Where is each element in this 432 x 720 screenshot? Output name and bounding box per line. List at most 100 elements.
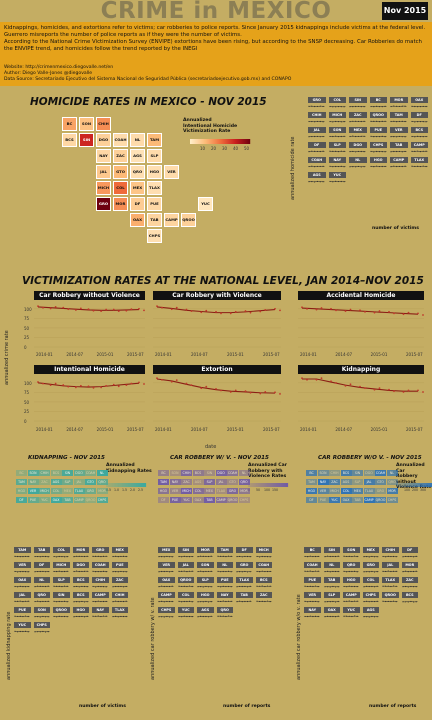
sm-point bbox=[191, 601, 193, 603]
sm-point bbox=[365, 555, 367, 558]
sm-point bbox=[263, 585, 266, 588]
sm-point bbox=[322, 135, 324, 138]
sm-point bbox=[328, 120, 331, 123]
bottom-state-tile: VER bbox=[317, 488, 329, 494]
legend-swatch bbox=[135, 483, 137, 487]
bottom-legend-bar bbox=[106, 483, 147, 487]
sm-point bbox=[78, 615, 80, 618]
sm-point bbox=[188, 585, 190, 587]
sm-label-tab: TAB bbox=[390, 142, 408, 148]
legend-swatch bbox=[283, 483, 285, 487]
data-point bbox=[407, 311, 410, 314]
sm-point bbox=[304, 555, 306, 558]
data-point bbox=[190, 310, 193, 313]
sm-point bbox=[337, 165, 339, 168]
sm-point bbox=[334, 180, 336, 182]
sm-panel-jal bbox=[382, 570, 398, 573]
data-point bbox=[234, 310, 237, 313]
sm-point bbox=[404, 601, 406, 603]
bottom-state-tile: YUC bbox=[181, 497, 192, 503]
bottom-legend-tick: 1.5 bbox=[122, 488, 128, 492]
legend-swatch bbox=[406, 483, 408, 487]
sm-point bbox=[307, 601, 309, 603]
bottom-state-tile: YUC bbox=[39, 497, 50, 503]
sm-point bbox=[385, 585, 387, 587]
sm-point bbox=[111, 615, 114, 618]
data-point bbox=[100, 310, 103, 313]
legend-swatch bbox=[192, 139, 194, 144]
data-point bbox=[393, 312, 395, 315]
bottom-state-tile: HGO bbox=[306, 488, 317, 494]
sm-point bbox=[100, 555, 102, 558]
sm-point bbox=[407, 601, 409, 603]
legend-swatch bbox=[215, 139, 217, 144]
legend-swatch bbox=[278, 483, 280, 487]
sm-point bbox=[311, 165, 313, 167]
sm-point bbox=[356, 600, 358, 602]
sm-point bbox=[404, 150, 406, 153]
sm-point bbox=[329, 571, 331, 573]
sm-point bbox=[114, 585, 116, 588]
sm-panel-chih bbox=[111, 600, 128, 603]
legend-swatch bbox=[204, 139, 206, 144]
sm-point bbox=[180, 601, 182, 603]
sm-panel-df bbox=[410, 120, 428, 123]
sm-panel-slp bbox=[328, 150, 346, 153]
sm-point bbox=[22, 585, 24, 588]
bottom-state-tile: COL bbox=[192, 488, 204, 494]
sm-point bbox=[346, 600, 348, 602]
data-point bbox=[156, 377, 158, 380]
sm-panel-tam bbox=[390, 120, 407, 123]
intro-paragraph-2: According to the National Crime Victimiz… bbox=[4, 39, 422, 53]
sm-point bbox=[401, 105, 403, 107]
state-tile-hgo: HGO bbox=[147, 165, 162, 179]
website-link[interactable]: Website: http://crimenmexico.diegovalle.… bbox=[4, 65, 114, 70]
sm-point bbox=[161, 585, 163, 587]
sm-point bbox=[349, 166, 351, 168]
sm-panel-chih bbox=[308, 120, 325, 123]
x-tick-label: 2014-01 bbox=[36, 427, 53, 432]
sm-point bbox=[191, 615, 193, 618]
x-tick-label: 2014-07 bbox=[66, 352, 84, 357]
sm-point bbox=[329, 555, 331, 558]
sm-point bbox=[337, 180, 339, 183]
sm-point bbox=[340, 165, 342, 167]
bottom-legend-tick: 2.0 bbox=[130, 488, 136, 492]
sm-point bbox=[370, 600, 373, 603]
sm-point bbox=[326, 586, 328, 588]
sm-point bbox=[382, 555, 384, 558]
sm-point bbox=[53, 585, 55, 587]
sm-point bbox=[395, 556, 397, 558]
sm-point bbox=[219, 600, 221, 603]
legend-swatch bbox=[271, 483, 273, 487]
sm-point bbox=[27, 571, 29, 573]
legend-swatch bbox=[266, 483, 268, 487]
bottom-map-title-1: CAR ROBBERY W/ V. - NOV 2015 bbox=[170, 455, 269, 461]
sm-panel-col bbox=[362, 585, 379, 588]
legend-swatch bbox=[213, 139, 215, 144]
sm-point bbox=[56, 601, 58, 603]
x-tick-label: 2014-07 bbox=[66, 427, 84, 432]
sm-label-oax: OAX bbox=[323, 607, 340, 613]
sm-point bbox=[360, 150, 362, 153]
legend-tick-label: 50 bbox=[244, 146, 250, 151]
sm-point bbox=[413, 121, 415, 123]
sm-point bbox=[331, 570, 334, 573]
sm-point bbox=[210, 601, 212, 603]
data-point bbox=[185, 382, 188, 385]
sm-point bbox=[163, 601, 165, 603]
sm-point bbox=[53, 555, 55, 558]
sm-panel-qroo bbox=[177, 585, 194, 588]
bottom-state-tile: GRO bbox=[227, 488, 238, 494]
legend-swatch bbox=[217, 139, 219, 144]
sm-point bbox=[97, 615, 99, 617]
sm-point bbox=[309, 615, 311, 617]
data-point bbox=[244, 390, 247, 393]
legend-swatch bbox=[264, 483, 266, 487]
sm-label-yuc: YUC bbox=[328, 172, 346, 178]
sm-point bbox=[331, 166, 333, 168]
sm-point bbox=[17, 631, 19, 633]
legend-swatch bbox=[269, 483, 271, 487]
sm-point bbox=[44, 600, 46, 603]
sm-point bbox=[161, 600, 163, 602]
